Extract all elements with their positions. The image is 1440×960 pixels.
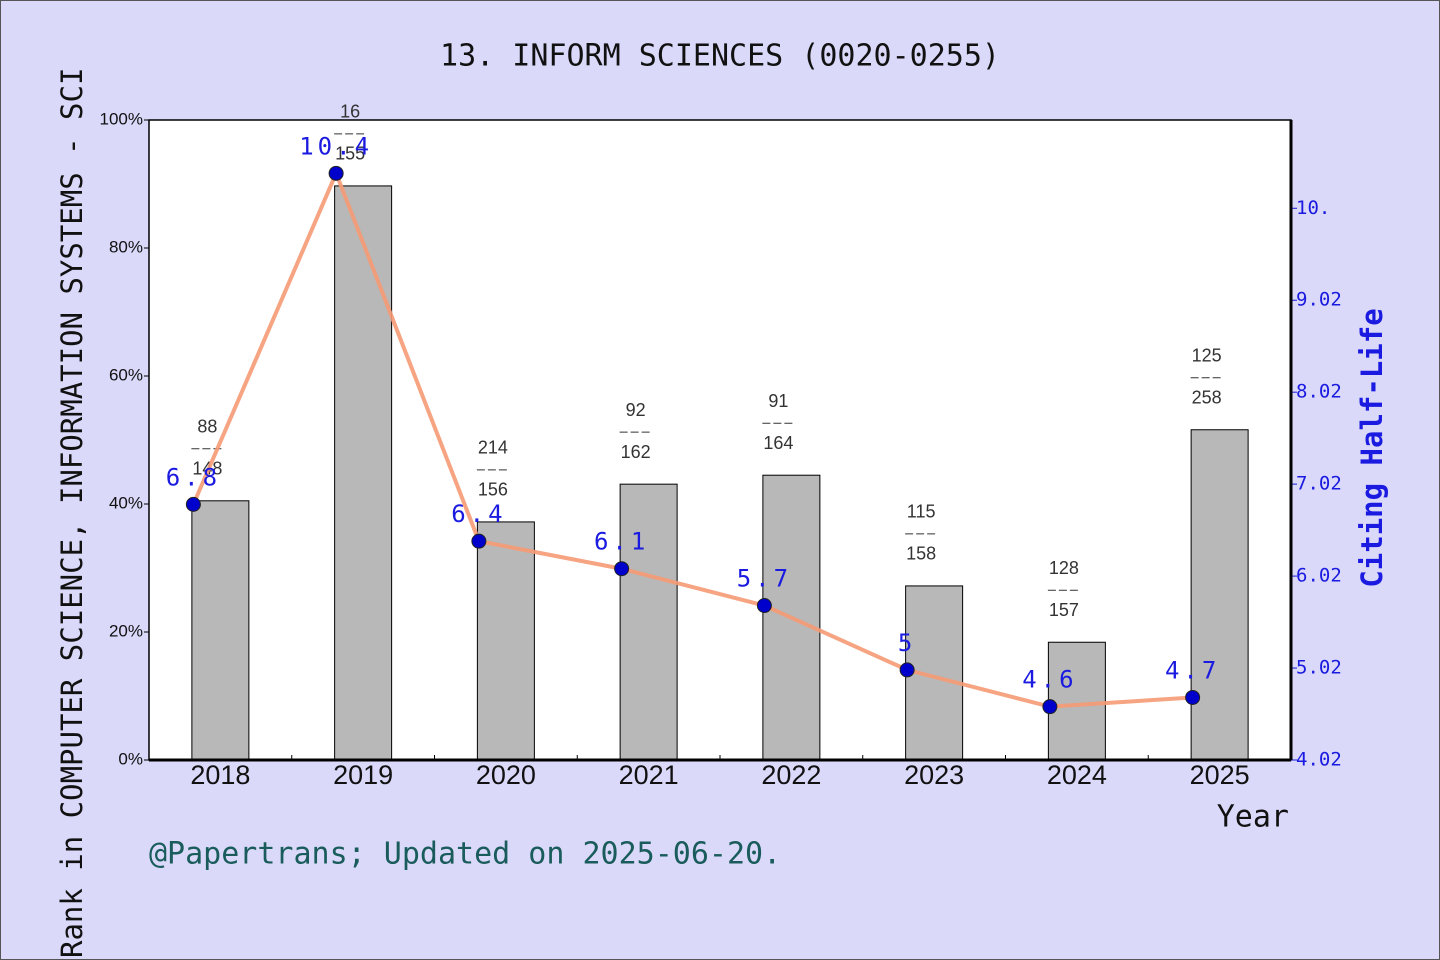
x-tick-label: 2018 (190, 760, 250, 790)
point (899, 662, 915, 678)
bar-rank-label: 125 (1192, 346, 1222, 366)
x-tick-label: 2025 (1190, 760, 1250, 790)
y-tick-label: 20% (109, 621, 143, 640)
y2-tick-label: 4.02 (1296, 749, 1342, 771)
y2-tick-label: 10. (1296, 197, 1330, 219)
point-label: 5.7 (737, 565, 792, 593)
y-axis-label: Rank in COMPUTER SCIENCE, INFORMATION SY… (55, 68, 89, 958)
bar-total-label: 157 (1049, 600, 1079, 620)
y2-axis-label: Citing Half-Life (1355, 308, 1389, 587)
chart-title: 13. INFORM SCIENCES (0020-0255) (440, 39, 1000, 74)
y-tick-label: 60% (109, 365, 143, 384)
y-tick-label: 40% (109, 493, 143, 512)
y2-tick-label: 5.02 (1296, 657, 1342, 679)
bar-total-label: 164 (763, 433, 793, 453)
x-tick-label: 2022 (761, 760, 821, 790)
y-tick-label: 80% (109, 237, 143, 256)
point-label: 6.1 (594, 528, 649, 556)
bar-rank-label: 92 (626, 400, 646, 420)
point (471, 533, 487, 549)
bar (191, 500, 250, 761)
plot-area (148, 119, 1292, 761)
y2-tick-label: 9.02 (1296, 289, 1342, 311)
y2-tick-label: 7.02 (1296, 473, 1342, 495)
bar (1047, 641, 1106, 761)
point (756, 598, 772, 614)
point (1042, 699, 1058, 715)
bar-rank-label: 214 (478, 438, 508, 458)
bar-rank-label: 128 (1049, 558, 1079, 578)
point-label: 10.4 (299, 132, 373, 160)
y-tick-label: 0% (118, 749, 143, 768)
bar (476, 521, 535, 761)
bar-total-label: 156 (478, 480, 508, 500)
bar (619, 483, 678, 761)
line (191, 168, 1193, 709)
point-label: 6.8 (166, 463, 221, 491)
y-tick-label: 100% (100, 109, 143, 128)
point-label: 5 (898, 629, 916, 657)
bar-rank-label: 16 (340, 102, 360, 122)
point-label: 4.6 (1022, 666, 1077, 694)
x-tick-label: 2020 (476, 760, 536, 790)
bar-rank-label: 115 (907, 502, 936, 522)
point-label: 6.4 (451, 500, 506, 528)
x-tick-label: 2021 (619, 760, 679, 790)
bar (334, 185, 393, 761)
bar-total-label: 155 (335, 144, 365, 164)
bar-total-label: 258 (1192, 388, 1222, 408)
bar-total-label: 158 (906, 544, 936, 564)
point (1185, 689, 1201, 705)
point (185, 496, 201, 512)
x-axis-label: Year (1217, 800, 1289, 835)
point-label: 4.7 (1165, 656, 1220, 684)
y2-tick-label: 6.02 (1296, 565, 1342, 587)
x-tick-label: 2024 (1047, 760, 1107, 790)
bar-rank-label: 88 (197, 417, 217, 437)
point (328, 165, 344, 181)
x-tick-label: 2023 (904, 760, 964, 790)
bar-rank-label: 91 (768, 391, 788, 411)
y2-tick-label: 8.02 (1296, 381, 1342, 403)
x-tick-label: 2019 (333, 760, 393, 790)
bar (1190, 429, 1249, 761)
footer: @Papertrans; Updated on 2025-06-20. (149, 837, 781, 872)
point (614, 561, 630, 577)
bar-total-label: 162 (621, 442, 651, 462)
